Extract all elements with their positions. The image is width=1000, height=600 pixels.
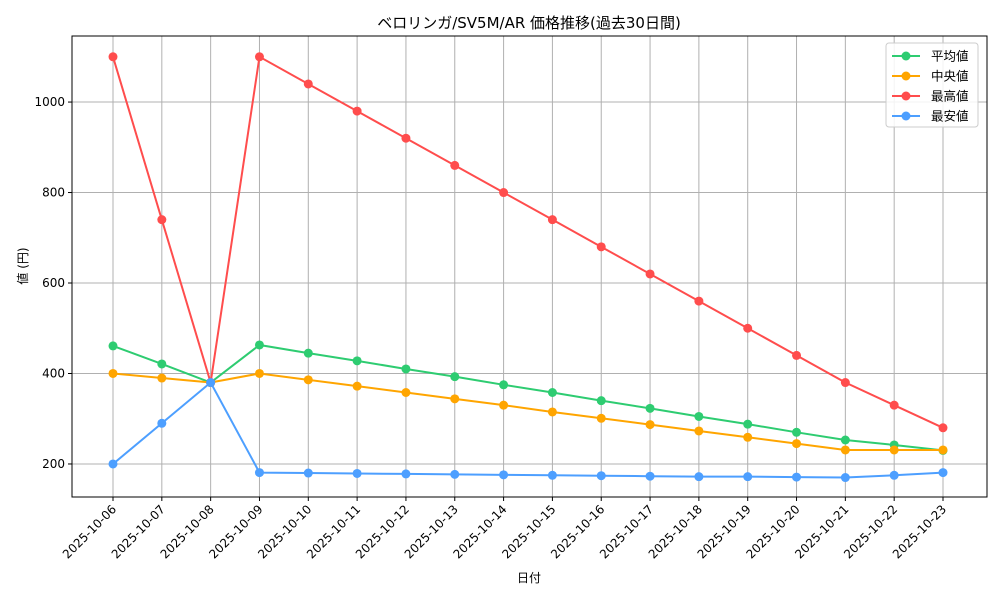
data-point: [303, 375, 313, 385]
data-point: [840, 435, 850, 445]
plot-frame: [71, 35, 988, 498]
data-point: [499, 380, 509, 390]
legend-label: 最安値: [931, 109, 969, 124]
data-point: [889, 470, 899, 480]
data-point: [547, 407, 557, 417]
data-point: [743, 323, 753, 333]
data-point: [694, 411, 704, 421]
data-point: [108, 52, 118, 62]
data-point: [254, 340, 264, 350]
data-point: [840, 445, 850, 455]
x-axis-ticks: 2025-10-062025-10-072025-10-082025-10-09…: [60, 497, 949, 561]
legend-label: 最高値: [931, 89, 969, 104]
data-point: [792, 439, 802, 449]
legend-item: 最高値: [892, 89, 969, 104]
data-point: [499, 400, 509, 410]
y-tick-label: 800: [42, 186, 65, 200]
data-point: [254, 52, 264, 62]
data-point: [108, 341, 118, 351]
data-point: [743, 472, 753, 482]
data-point: [303, 79, 313, 89]
data-point: [108, 368, 118, 378]
data-point: [840, 473, 850, 483]
data-point: [889, 445, 899, 455]
data-point: [743, 432, 753, 442]
data-point: [596, 242, 606, 252]
y-tick-label: 200: [42, 457, 65, 471]
data-point: [645, 403, 655, 413]
data-point: [938, 468, 948, 478]
x-axis-label: 日付: [517, 571, 541, 585]
data-point: [303, 348, 313, 358]
y-axis-ticks: 200 400 600 800 1000: [34, 95, 72, 471]
data-point: [254, 468, 264, 478]
data-point: [889, 400, 899, 410]
data-point: [596, 396, 606, 406]
data-point: [352, 468, 362, 478]
data-point: [206, 378, 216, 388]
data-point: [743, 419, 753, 429]
data-point: [547, 387, 557, 397]
data-point: [401, 469, 411, 479]
data-point: [401, 387, 411, 397]
data-point: [450, 160, 460, 170]
data-point: [401, 133, 411, 143]
data-point: [694, 472, 704, 482]
data-point: [450, 394, 460, 404]
data-point: [840, 378, 850, 388]
chart-title: ベロリンガ/SV5M/AR 価格推移(過去30日間): [377, 14, 681, 32]
data-point: [157, 418, 167, 428]
series-line: [108, 368, 948, 455]
data-point: [938, 445, 948, 455]
data-point: [645, 420, 655, 430]
y-tick-label: 1000: [34, 95, 65, 109]
data-point: [108, 459, 118, 469]
data-point: [157, 215, 167, 225]
series-line: [108, 340, 948, 455]
legend-box: [885, 42, 979, 128]
data-point: [401, 364, 411, 374]
data-point: [352, 356, 362, 366]
data-point: [352, 106, 362, 116]
data-point: [499, 188, 509, 198]
legend-item: 平均値: [892, 49, 969, 64]
data-point: [596, 413, 606, 423]
series-line: [108, 52, 948, 433]
data-point: [694, 426, 704, 436]
data-point: [792, 427, 802, 437]
data-point: [157, 373, 167, 383]
y-axis-label: 値 (円): [15, 247, 30, 284]
data-point: [303, 468, 313, 478]
data-point: [645, 471, 655, 481]
data-point: [254, 368, 264, 378]
data-point: [547, 470, 557, 480]
data-point: [547, 215, 557, 225]
data-point: [596, 471, 606, 481]
data-point: [792, 350, 802, 360]
y-tick-label: 600: [42, 276, 65, 290]
data-point: [938, 423, 948, 433]
data-point: [450, 469, 460, 479]
data-point: [157, 359, 167, 369]
legend-item: 中央値: [892, 69, 969, 84]
legend-label: 平均値: [931, 49, 969, 64]
series-line: [108, 378, 948, 483]
data-point: [499, 470, 509, 480]
data-point: [450, 372, 460, 382]
legend-label: 中央値: [931, 69, 969, 84]
data-point: [645, 269, 655, 279]
y-tick-label: 400: [42, 366, 65, 380]
grid-lines: [72, 36, 987, 497]
series-layer: [108, 52, 948, 483]
data-point: [694, 296, 704, 306]
data-point: [792, 472, 802, 482]
legend-item: 最安値: [892, 109, 969, 124]
data-point: [352, 381, 362, 391]
